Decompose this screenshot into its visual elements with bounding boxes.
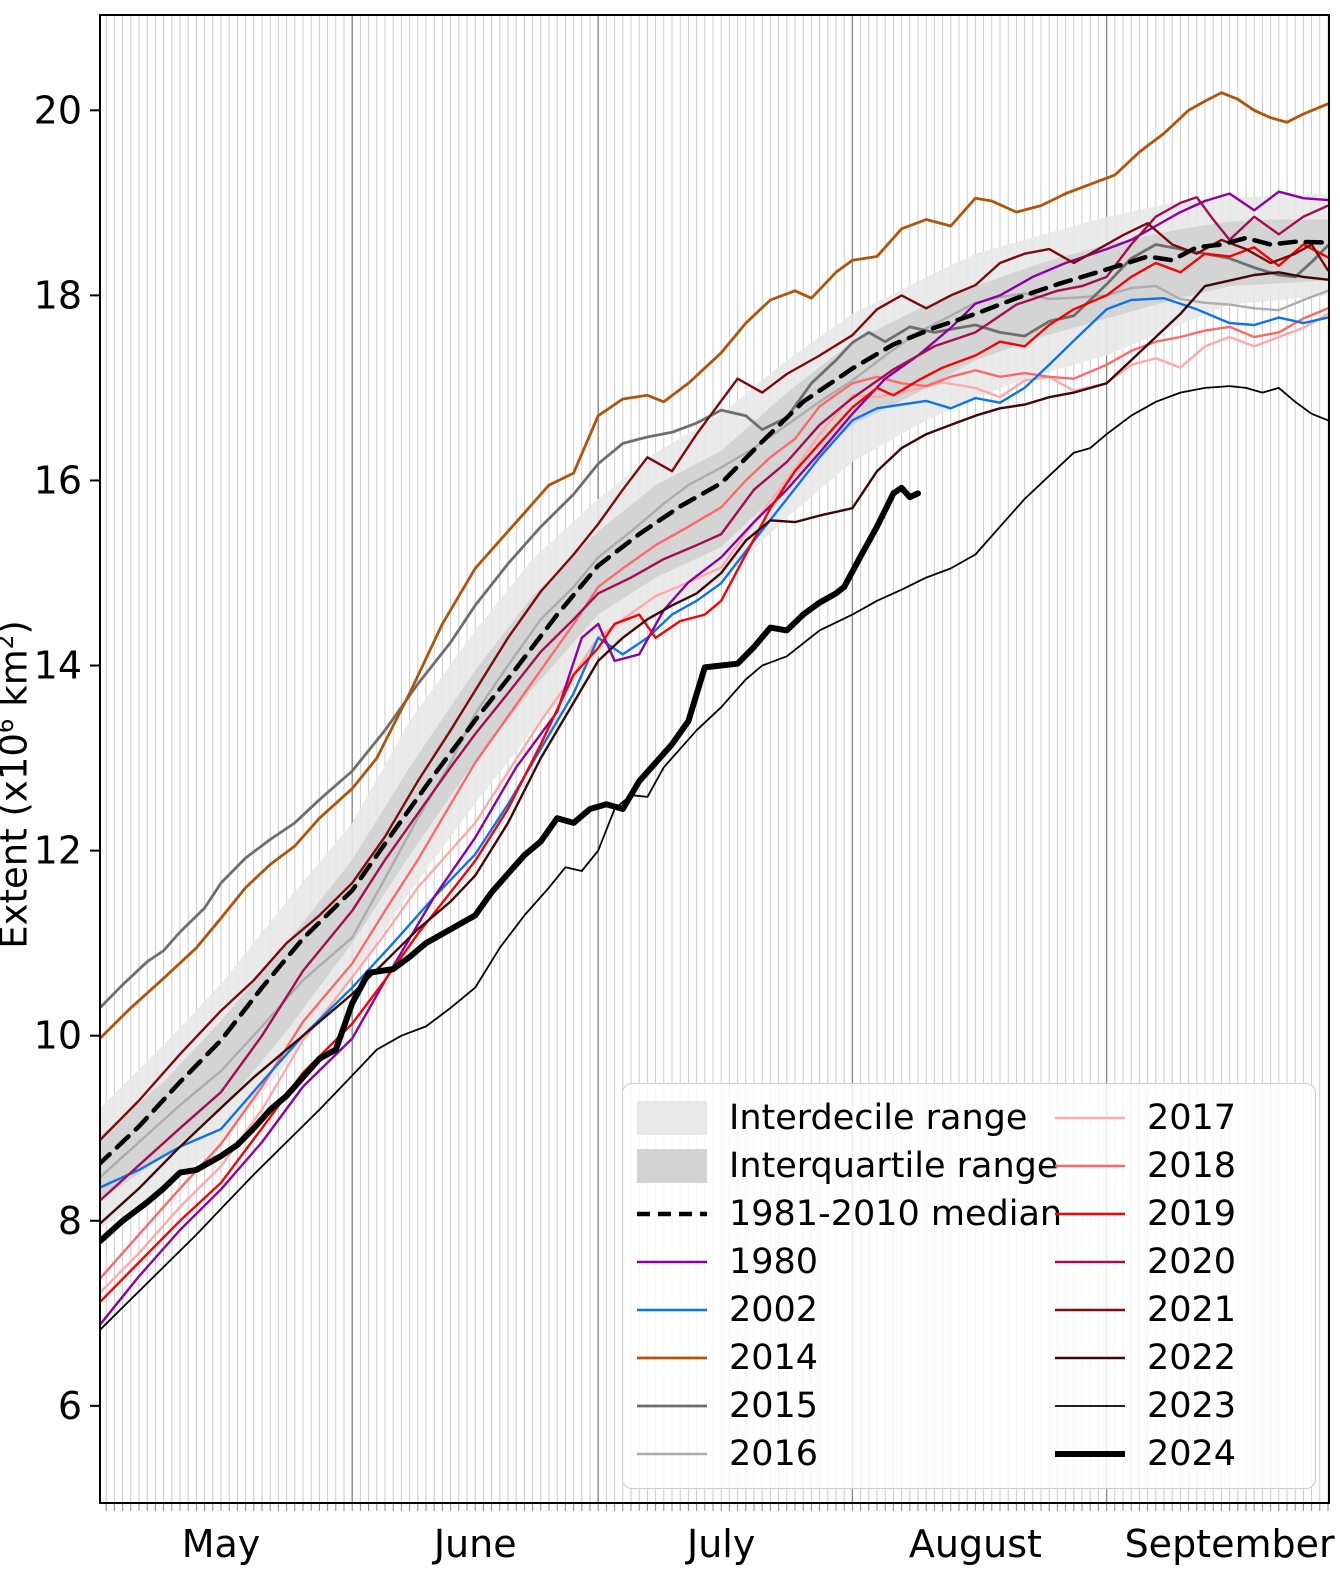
legend-swatch-2015 [637, 1400, 707, 1412]
legend-swatch-2018 [1055, 1160, 1125, 1172]
legend-label-2014: 2014 [729, 1338, 819, 1378]
y-tick-label: 8 [58, 1199, 82, 1243]
legend-item-interquartile: Interquartile range [637, 1142, 1059, 1190]
legend-swatch-interquartile [637, 1149, 707, 1183]
legend-item-2016: 2016 [637, 1430, 1055, 1478]
band-interquartile [100, 219, 1328, 1201]
legend-swatch-2023 [1055, 1400, 1125, 1412]
series-line-2017 [100, 312, 1329, 1295]
x-month-label: September [1125, 1522, 1335, 1566]
series-line-2014 [100, 91, 1329, 1041]
legend-item-2017: 2017 [1055, 1094, 1301, 1142]
legend-item-2019: 2019 [1055, 1190, 1301, 1238]
plot-border [99, 14, 1330, 1504]
legend-swatch-2022 [1055, 1352, 1125, 1364]
y-tick-label: 20 [34, 88, 82, 132]
legend-label-2019: 2019 [1147, 1194, 1237, 1234]
legend-item-2021: 2021 [1055, 1286, 1301, 1334]
legend-label-2022: 2022 [1147, 1338, 1237, 1378]
x-axis: May June July August September [182, 1522, 1335, 1566]
y-tick-label: 6 [58, 1384, 82, 1428]
y-tick-label: 10 [34, 1014, 82, 1058]
x-month-label: July [685, 1522, 755, 1566]
legend-item-2002: 2002 [637, 1286, 1055, 1334]
legend-swatch-2002 [637, 1304, 707, 1316]
legend-label-2002: 2002 [729, 1290, 819, 1330]
legend-swatch-2017 [1055, 1112, 1125, 1124]
legend-label-interdecile: Interdecile range [729, 1098, 1028, 1138]
legend-swatch-2019 [1055, 1208, 1125, 1220]
legend-column-left: Interdecile range Interquartile range 1981… [637, 1094, 1062, 1478]
legend-item-2024: 2024 [1055, 1430, 1301, 1478]
series-line-2023 [100, 385, 1329, 1332]
y-axis-label: Extent (x106 km2) [0, 620, 36, 949]
x-month-label: May [182, 1522, 261, 1566]
legend-item-2020: 2020 [1055, 1238, 1301, 1286]
legend-label-2020: 2020 [1147, 1242, 1237, 1282]
legend-swatch-1980 [637, 1256, 707, 1268]
y-tick-label: 12 [34, 829, 82, 873]
series-line-2016 [100, 284, 1329, 1179]
legend-column-right: 2017 2018 2019 2020 2021 2022 2023 2024 [1055, 1094, 1301, 1478]
legend-label-2015: 2015 [729, 1386, 819, 1426]
x-month-label: August [909, 1522, 1042, 1566]
legend-item-2023: 2023 [1055, 1382, 1301, 1430]
series-line-2002 [100, 297, 1329, 1189]
legend-swatch-interdecile [637, 1101, 707, 1135]
series-line-2020 [100, 196, 1329, 1203]
series-line-median [100, 235, 1329, 1167]
y-tick-label: 14 [34, 644, 82, 688]
legend-item-2018: 2018 [1055, 1142, 1301, 1190]
legend-swatch-2020 [1055, 1256, 1125, 1268]
legend-label-1980: 1980 [729, 1242, 819, 1282]
legend-label-2024: 2024 [1147, 1434, 1237, 1474]
series-line-1980 [100, 190, 1329, 1327]
legend-swatch-2024 [1055, 1448, 1125, 1460]
series-line-2021 [100, 221, 1329, 1142]
legend-item-1980: 1980 [637, 1238, 1055, 1286]
series-line-2024 [100, 484, 921, 1246]
series-line-2015 [100, 243, 1329, 1010]
legend-item-2015: 2015 [637, 1382, 1055, 1430]
legend: Interdecile range Interquartile range 1981… [622, 1083, 1316, 1489]
legend-label-interquartile: Interquartile range [729, 1146, 1059, 1186]
legend-label-2023: 2023 [1147, 1386, 1237, 1426]
legend-label-2018: 2018 [1147, 1146, 1237, 1186]
legend-label-2021: 2021 [1147, 1290, 1237, 1330]
series-lines [100, 91, 1329, 1332]
x-month-label: June [432, 1522, 517, 1566]
legend-item-2022: 2022 [1055, 1334, 1301, 1382]
legend-swatch-2014 [637, 1352, 707, 1364]
y-tick-label: 18 [34, 273, 82, 317]
series-line-2018 [100, 307, 1329, 1281]
y-axis: 6 8 10 12 14 16 18 20 [34, 88, 100, 1428]
legend-label-2016: 2016 [729, 1434, 819, 1474]
legend-swatch-median [637, 1208, 707, 1220]
legend-swatch-2016 [637, 1448, 707, 1460]
legend-item-interdecile: Interdecile range [637, 1094, 1055, 1142]
y-tick-label: 16 [34, 458, 82, 502]
legend-item-median: 1981-2010 median [637, 1190, 1062, 1238]
legend-item-2014: 2014 [637, 1334, 1055, 1382]
legend-swatch-2021 [1055, 1304, 1125, 1316]
legend-label-median: 1981-2010 median [729, 1194, 1063, 1234]
legend-label-2017: 2017 [1147, 1098, 1237, 1138]
